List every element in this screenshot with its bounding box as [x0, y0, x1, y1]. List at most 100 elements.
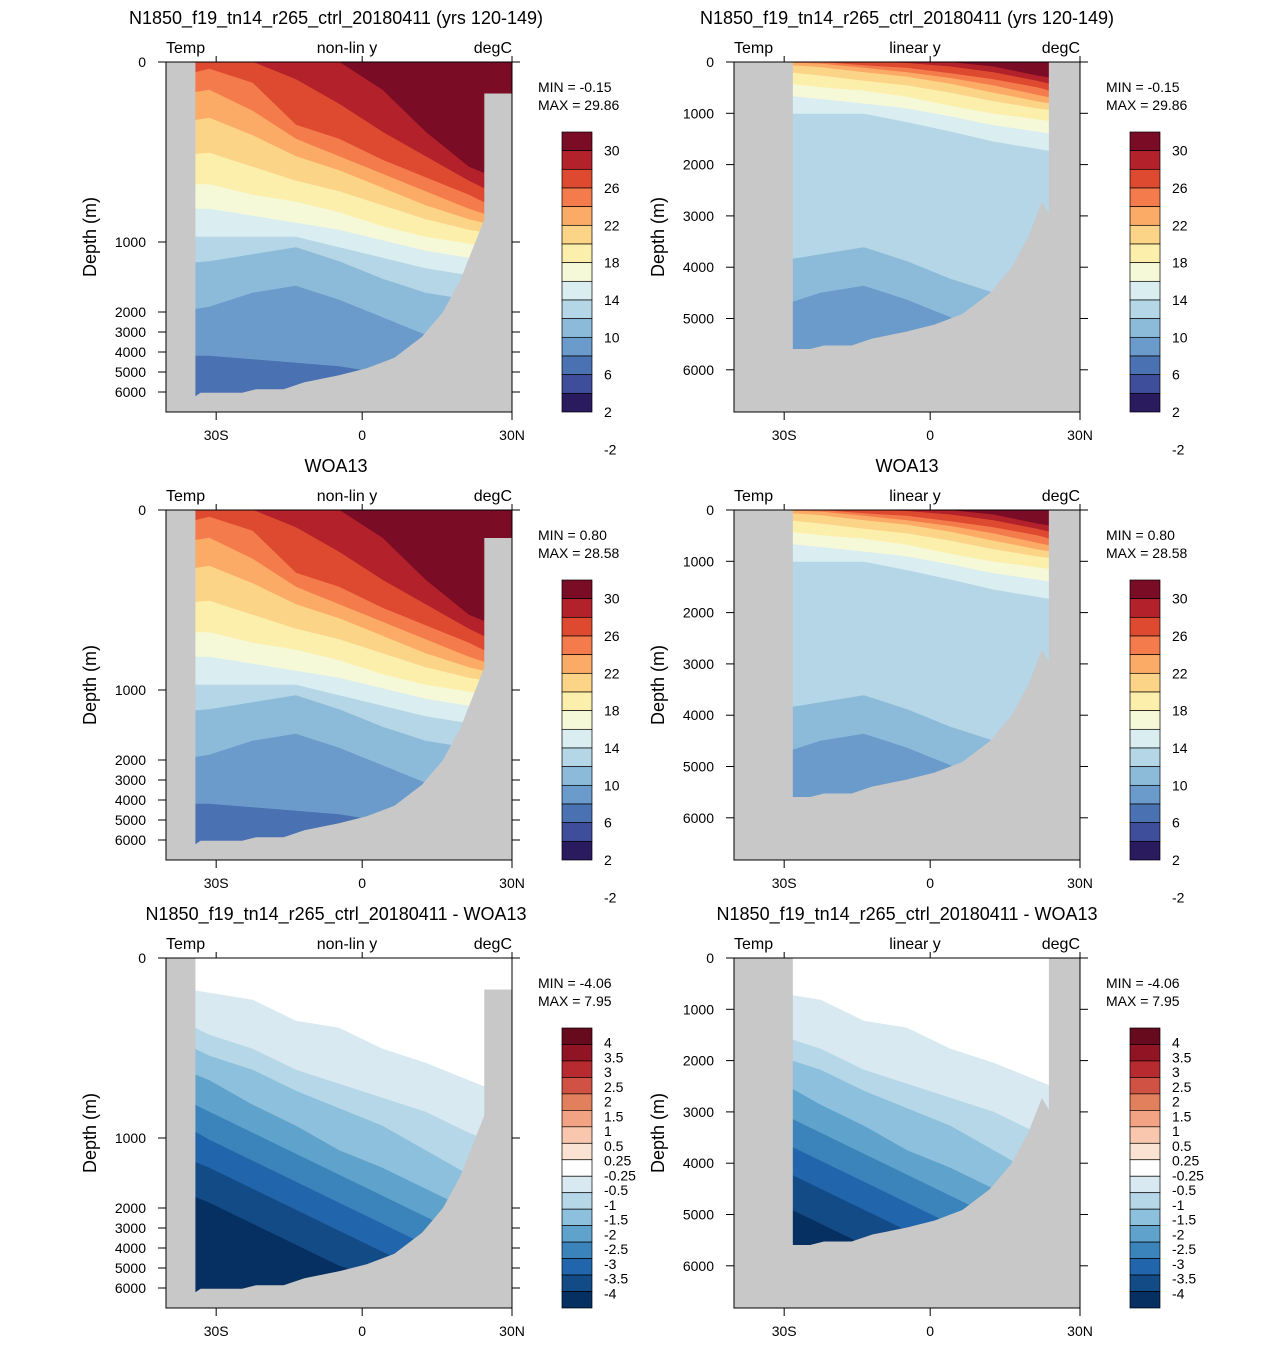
- colorbar-label: -0.25: [604, 1167, 636, 1183]
- min-text: MIN = -0.15: [538, 79, 612, 95]
- panel-3: WOA13 Temp non-lin y degC 0 1000 2000 3000 4000 5…: [80, 456, 620, 905]
- y-tick-label: 2000: [115, 304, 146, 320]
- colorbar-label: -2: [1172, 889, 1185, 905]
- y-tick-label: 5000: [115, 364, 146, 380]
- max-text: MAX = 28.58: [538, 545, 620, 561]
- x-tick-label: 30S: [204, 875, 229, 891]
- panel-title: N1850_f19_tn14_r265_ctrl_20180411 - WOA1…: [717, 904, 1098, 925]
- colorbar-swatch: [561, 1110, 593, 1128]
- panel-frame: [733, 957, 1081, 1309]
- colorbar-label: 2: [604, 852, 612, 868]
- colorbar-label: -1.5: [604, 1212, 628, 1228]
- colorbar-swatch: [1129, 131, 1161, 152]
- max-text: MAX = 7.95: [1106, 993, 1180, 1009]
- colorbar-label: -2: [1172, 1226, 1185, 1242]
- colorbar-swatch: [561, 579, 593, 600]
- land-right-shelf: [1048, 958, 1080, 1308]
- y-tick-label: 0: [138, 950, 146, 966]
- colorbar-swatch: [1129, 1060, 1161, 1078]
- colorbar-label: 0.5: [1172, 1138, 1192, 1154]
- land-left-wall: [166, 510, 196, 860]
- colorbar-label: 22: [1172, 665, 1188, 681]
- min-text: MIN = 0.80: [1106, 527, 1175, 543]
- colorbar-label: 26: [1172, 180, 1188, 196]
- y-axis-label: Depth (m): [80, 1093, 100, 1173]
- colorbar-swatch: [561, 691, 593, 712]
- colorbar-label: 1.5: [604, 1108, 624, 1124]
- colorbar-label: 30: [604, 143, 620, 159]
- colorbar-swatch: [561, 318, 593, 338]
- colorbar-label: 26: [604, 180, 620, 196]
- colorbar-swatch: [1129, 1208, 1161, 1226]
- colorbar-swatch: [561, 243, 593, 264]
- colorbar-swatch: [1129, 635, 1161, 656]
- colorbar-swatch: [1129, 672, 1161, 693]
- colorbar-swatch: [1129, 1110, 1161, 1128]
- panel-title: WOA13: [875, 456, 938, 476]
- colorbar-label: 1.5: [1172, 1108, 1192, 1124]
- panel-field: [166, 62, 512, 412]
- y-tick-label: 4000: [683, 707, 714, 723]
- colorbar-swatch: [1129, 1077, 1161, 1095]
- colorbar-swatch: [561, 1044, 593, 1062]
- colorbar-swatch: [561, 1175, 593, 1194]
- colorbar-swatch: [561, 187, 593, 208]
- panel-units-label: degC: [1042, 488, 1080, 505]
- panel-1: N1850_f19_tn14_r265_ctrl_20180411 (yrs 1…: [80, 8, 620, 457]
- colorbar-swatch: [1129, 1175, 1161, 1194]
- colorbar-swatch: [1129, 1159, 1161, 1177]
- x-tick-label: 30S: [204, 427, 229, 443]
- y-tick-label: 4000: [683, 1155, 714, 1171]
- colorbar-swatch: [561, 374, 593, 394]
- y-tick-label: 0: [138, 54, 146, 70]
- panel-frame: [733, 509, 1081, 861]
- y-tick-label: 1000: [683, 105, 714, 121]
- colorbar-swatch: [561, 1126, 593, 1144]
- colorbar-label: 10: [604, 329, 620, 345]
- colorbar-swatch: [1129, 766, 1161, 786]
- colorbar-swatch: [561, 1060, 593, 1078]
- panel-field: [734, 62, 1080, 412]
- colorbar-label: 6: [604, 367, 612, 383]
- y-tick-label: 4000: [115, 792, 146, 808]
- colorbar-swatch: [561, 262, 593, 282]
- colorbar-swatch: [1129, 1291, 1161, 1309]
- y-tick-label: 3000: [115, 324, 146, 340]
- contour-band: [734, 510, 1080, 531]
- x-tick-label: 30S: [772, 427, 797, 443]
- max-text: MAX = 29.86: [1106, 97, 1188, 113]
- panel-units-label: degC: [474, 40, 512, 57]
- colorbar-label: 4: [1172, 1035, 1180, 1051]
- panel-units-label: degC: [1042, 936, 1080, 953]
- land-bottom-topography: [166, 93, 512, 412]
- panel-variable-label: Temp: [734, 40, 773, 57]
- colorbar-swatch: [1129, 299, 1161, 320]
- colorbar-swatch: [1129, 1093, 1161, 1111]
- panel-title: N1850_f19_tn14_r265_ctrl_20180411 - WOA1…: [146, 904, 527, 925]
- colorbar-swatch: [561, 1274, 593, 1292]
- y-tick-label: 5000: [683, 311, 714, 327]
- colorbar-swatch: [1129, 747, 1161, 768]
- min-text: MIN = -4.06: [1106, 975, 1180, 991]
- x-tick-label: 30N: [499, 875, 525, 891]
- colorbar-label: 22: [1172, 217, 1188, 233]
- colorbar-label: 10: [1172, 329, 1188, 345]
- panel-frame: [165, 957, 513, 1309]
- x-tick-label: 30N: [1067, 875, 1093, 891]
- colorbar-swatch: [561, 654, 593, 674]
- y-tick-label: 3000: [683, 656, 714, 672]
- colorbar-label: -1.5: [1172, 1212, 1196, 1228]
- y-tick-label: 3000: [683, 1104, 714, 1120]
- colorbar-swatch: [1129, 822, 1161, 842]
- colorbar-label: -3: [604, 1256, 617, 1272]
- colorbar-label: -0.25: [1172, 1167, 1204, 1183]
- colorbar-swatch: [561, 224, 593, 245]
- x-tick-label: 0: [358, 1323, 366, 1339]
- y-tick-label: 1000: [115, 234, 146, 250]
- colorbar-label: 0.5: [604, 1138, 624, 1154]
- colorbar-swatch: [1129, 187, 1161, 208]
- y-tick-label: 2000: [683, 157, 714, 173]
- colorbar-swatch: [1129, 206, 1161, 226]
- colorbar-label: -1: [604, 1197, 617, 1213]
- y-axis-label: Depth (m): [80, 197, 100, 277]
